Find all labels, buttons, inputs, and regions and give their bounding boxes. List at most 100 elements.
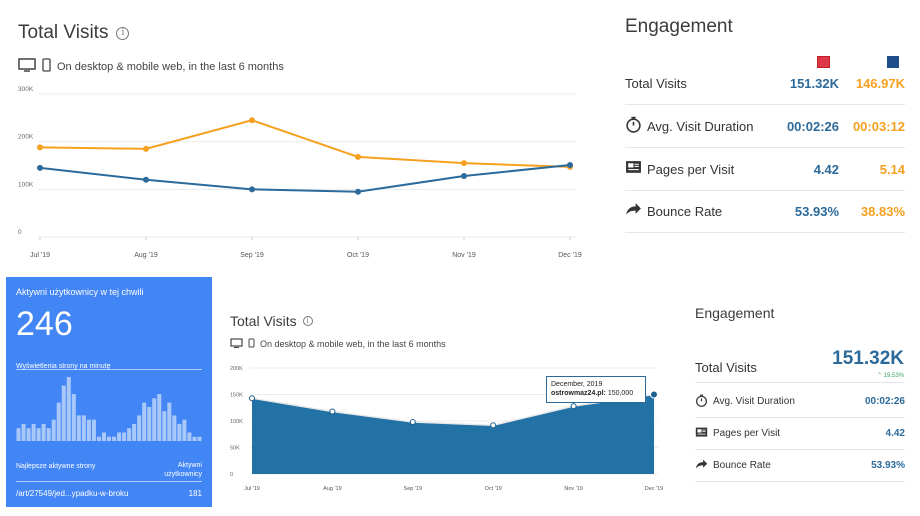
x-tick-label: Dec '19: [645, 486, 663, 492]
data-point[interactable]: [461, 172, 467, 179]
info-icon[interactable]: i: [116, 26, 130, 40]
top-chart-panel: Total Visits i On desktop & mobile web, …: [0, 0, 600, 270]
site-a-value: 4.42: [813, 161, 839, 177]
data-point[interactable]: [567, 162, 573, 169]
pageview-bar: [172, 415, 177, 441]
engagement-value: 00:02:26: [864, 396, 905, 407]
pageview-bar: [112, 436, 117, 441]
site-a-value: 151.32K: [789, 75, 839, 91]
pageview-bar: [46, 428, 51, 441]
engagement-row: Bounce Rate 53.93%: [695, 450, 905, 482]
top-chart-title: Total Visits: [18, 22, 109, 43]
pageview-bar: [137, 415, 142, 441]
pageview-bar: [26, 428, 31, 441]
total-visits-value: 151.32K: [832, 348, 904, 369]
pageview-bar: [106, 436, 112, 441]
pages-icon: [625, 159, 642, 179]
pageview-bar: [66, 377, 71, 441]
pageviews-bar-chart: [16, 377, 202, 441]
y-tick-label: 0: [230, 472, 233, 478]
data-point[interactable]: [570, 403, 577, 410]
data-point[interactable]: [650, 390, 658, 399]
area-fill: [252, 394, 654, 474]
pageview-bar: [167, 402, 172, 441]
x-tick-label: Jul '19: [244, 486, 260, 492]
y-tick-label: 100K: [18, 181, 34, 188]
x-tick-label: Aug '19: [323, 486, 341, 492]
pageview-bar: [91, 419, 96, 441]
top-line-chart: 0 100K 200K 300K Jul '19 Aug '19 Sep '19 Oct '1…: [18, 86, 582, 259]
series-line: [251, 393, 655, 426]
top-chart-title-row: Total Visits i: [18, 22, 130, 44]
stopwatch-icon: [695, 394, 708, 410]
engagement-label: Total Visits: [625, 76, 759, 91]
data-point[interactable]: [37, 164, 43, 171]
pageviews-label: Wyświetlenia strony na minutę: [16, 363, 111, 370]
engagement-row: Avg. Visit Duration 00:02:26 00:03:12: [625, 105, 905, 148]
pageview-bar: [197, 436, 202, 441]
engagement-row: Pages per Visit 4.42 5.14: [625, 148, 905, 191]
x-tick-label: Nov '19: [564, 486, 582, 492]
pageview-bar: [61, 385, 66, 441]
widget-divider-2: [16, 481, 202, 482]
y-tick-label: 100K: [230, 419, 243, 425]
pageview-bar: [182, 419, 187, 441]
pageview-bar: [192, 436, 197, 441]
data-point[interactable]: [355, 153, 361, 160]
pageview-bar: [187, 432, 192, 441]
y-tick-label: 200K: [230, 366, 243, 372]
data-point[interactable]: [143, 176, 149, 183]
engagement-bottom-panel: Engagement Total Visits 151.32K ⌃ 19.53%…: [690, 300, 910, 500]
total-visits-change: ⌃ 19.53%: [840, 372, 904, 379]
pageview-bar: [36, 428, 41, 441]
data-point[interactable]: [409, 419, 416, 426]
engagement-label-text: Pages per Visit: [647, 161, 735, 177]
engagement-row: Pages per Visit 4.42: [695, 418, 905, 450]
engagement-top-panel: Engagement Total Visits 151.32K 146.97K Avg…: [620, 0, 910, 240]
data-point[interactable]: [249, 395, 255, 402]
up-arrow-icon: ⌃: [876, 373, 882, 379]
data-point[interactable]: [143, 145, 149, 152]
x-tick-label: Aug '19: [134, 252, 158, 259]
data-point[interactable]: [37, 144, 43, 151]
engagement-row: Avg. Visit Duration 00:02:26: [695, 386, 905, 418]
pageview-bar: [162, 411, 167, 441]
top-chart-subtitle-row: On desktop & mobile web, in the last 6 m…: [18, 58, 284, 75]
x-tick-label: Sep '19: [240, 252, 264, 259]
engagement-label: Bounce Rate: [695, 458, 871, 474]
data-point[interactable]: [249, 117, 255, 124]
active-users-label: Aktywni użytkownicy: [164, 462, 202, 478]
pageview-bar: [152, 398, 157, 441]
active-users-count: 246: [16, 305, 73, 343]
pageview-bar: [117, 432, 122, 441]
engagement-row: Bounce Rate 53.93% 38.83%: [625, 190, 905, 233]
engagement-value: 4.42: [885, 428, 905, 439]
x-tick-label: Sep '19: [404, 486, 422, 492]
data-point[interactable]: [461, 160, 467, 167]
pageview-bar: [122, 432, 127, 441]
engagement-label: Bounce Rate: [625, 201, 759, 221]
pageview-bar: [127, 428, 132, 441]
pageview-bar: [51, 419, 56, 441]
top-page-count: 181: [188, 489, 202, 498]
data-point[interactable]: [249, 186, 255, 193]
site-b-value: 146.97K: [855, 75, 905, 91]
engagement-label: Avg. Visit Duration: [625, 116, 759, 136]
engagement-label: Pages per Visit: [625, 159, 759, 179]
total-visits-label: Total Visits: [695, 360, 757, 375]
bottom-chart-subtitle-row: On desktop & mobile web, in the last 6 m…: [230, 338, 446, 350]
widget-divider: [16, 369, 202, 370]
top-page-link[interactable]: /art/27549/jed...ypadku-w-broku: [16, 489, 129, 498]
data-point[interactable]: [329, 408, 336, 415]
tooltip-site: ostrowmaz24.pl: [551, 390, 604, 397]
engagement-value: 53.93%: [871, 460, 905, 471]
engagement-label-text: Bounce Rate: [647, 203, 723, 219]
pageview-bar: [71, 394, 76, 441]
data-point[interactable]: [490, 422, 497, 429]
x-tick-label: Oct '19: [485, 486, 502, 492]
info-icon[interactable]: i: [302, 316, 313, 326]
engagement-label-text: Pages per Visit: [713, 428, 781, 439]
data-point[interactable]: [355, 188, 361, 195]
realtime-title: Aktywni użytkownicy w tej chwili: [16, 287, 144, 297]
engagement-top-title: Engagement: [625, 16, 733, 37]
